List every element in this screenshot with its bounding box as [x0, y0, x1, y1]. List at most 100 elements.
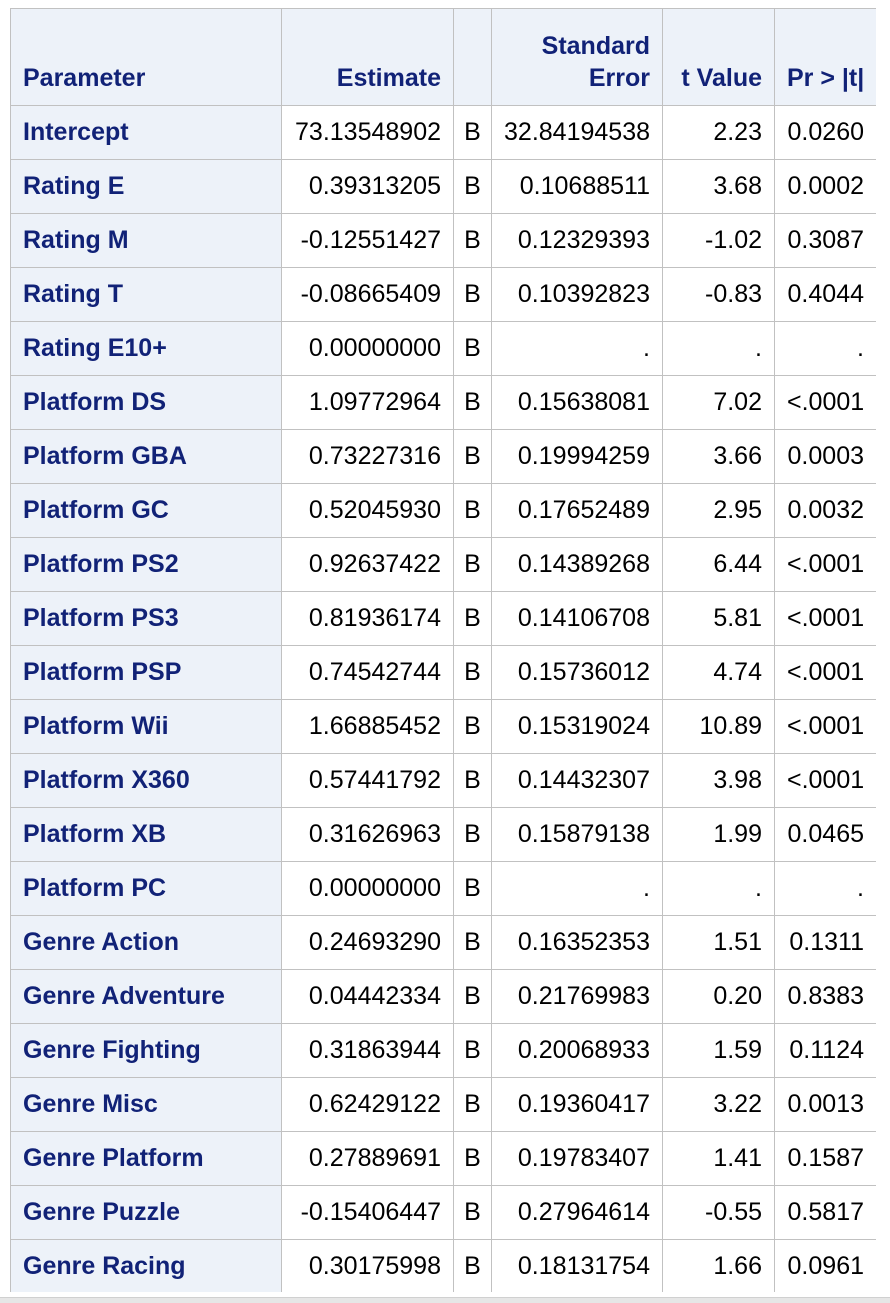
cell-parameter: Platform GBA: [10, 429, 282, 484]
cell-flag: B: [453, 1185, 492, 1240]
table-row: Platform XB 0.31626963 B 0.15879138 1.99 0.04…: [10, 807, 876, 862]
cell-pr-t: <.0001: [774, 753, 876, 808]
cell-flag: B: [453, 915, 492, 970]
cell-flag: B: [453, 807, 492, 862]
header-estimate: Estimate: [281, 8, 454, 106]
cell-standard-error: 0.10392823: [491, 267, 663, 322]
cell-t-value: 3.98: [662, 753, 775, 808]
table-row: Genre Platform 0.27889691 B 0.19783407 1.41 0…: [10, 1131, 876, 1186]
cell-parameter: Rating T: [10, 267, 282, 322]
cell-pr-t: <.0001: [774, 375, 876, 430]
cell-flag: B: [453, 969, 492, 1024]
cell-flag: B: [453, 753, 492, 808]
cell-pr-t: <.0001: [774, 645, 876, 700]
table-row: Rating M -0.12551427 B 0.12329393 -1.02 0.308…: [10, 213, 876, 268]
cell-flag: B: [453, 213, 492, 268]
cell-flag: B: [453, 267, 492, 322]
cell-standard-error: 0.19783407: [491, 1131, 663, 1186]
cell-t-value: 6.44: [662, 537, 775, 592]
cell-flag: B: [453, 645, 492, 700]
cell-flag: B: [453, 483, 492, 538]
cell-estimate: 73.13548902: [281, 105, 454, 160]
cell-flag: B: [453, 699, 492, 754]
cell-estimate: 0.04442334: [281, 969, 454, 1024]
header-flag: [453, 8, 492, 106]
cell-pr-t: 0.5817: [774, 1185, 876, 1240]
cell-parameter: Platform XB: [10, 807, 282, 862]
cell-pr-t: 0.1311: [774, 915, 876, 970]
table-row: Platform GBA 0.73227316 B 0.19994259 3.66 0.0…: [10, 429, 876, 484]
cell-estimate: 0.73227316: [281, 429, 454, 484]
cell-standard-error: 0.18131754: [491, 1239, 663, 1292]
cell-parameter: Platform DS: [10, 375, 282, 430]
horizontal-scrollbar[interactable]: [0, 1297, 890, 1303]
cell-pr-t: 0.0465: [774, 807, 876, 862]
cell-estimate: 0.62429122: [281, 1077, 454, 1132]
cell-t-value: 1.66: [662, 1239, 775, 1292]
cell-estimate: 0.92637422: [281, 537, 454, 592]
header-standard-error-line1: Standard: [541, 32, 650, 60]
cell-parameter: Platform PC: [10, 861, 282, 916]
cell-standard-error: 0.14389268: [491, 537, 663, 592]
cell-standard-error: 32.84194538: [491, 105, 663, 160]
cell-estimate: 0.74542744: [281, 645, 454, 700]
table-row: Rating T -0.08665409 B 0.10392823 -0.83 0.404…: [10, 267, 876, 322]
cell-pr-t: 0.0002: [774, 159, 876, 214]
cell-estimate: 0.00000000: [281, 321, 454, 376]
cell-parameter: Rating E: [10, 159, 282, 214]
parameter-estimates-table: Parameter Estimate Standard Error t Value…: [10, 8, 876, 1292]
cell-parameter: Platform PS2: [10, 537, 282, 592]
cell-pr-t: 0.1124: [774, 1023, 876, 1078]
cell-estimate: 0.57441792: [281, 753, 454, 808]
cell-estimate: 0.52045930: [281, 483, 454, 538]
cell-estimate: 0.31863944: [281, 1023, 454, 1078]
table-row: Genre Puzzle -0.15406447 B 0.27964614 -0.55 0…: [10, 1185, 876, 1240]
cell-pr-t: 0.0961: [774, 1239, 876, 1292]
cell-standard-error: .: [491, 861, 663, 916]
cell-t-value: -0.55: [662, 1185, 775, 1240]
cell-pr-t: 0.0260: [774, 105, 876, 160]
cell-parameter: Genre Fighting: [10, 1023, 282, 1078]
cell-flag: B: [453, 861, 492, 916]
cell-pr-t: 0.0003: [774, 429, 876, 484]
table-row: Platform DS 1.09772964 B 0.15638081 7.02 <.00…: [10, 375, 876, 430]
cell-standard-error: 0.16352353: [491, 915, 663, 970]
cell-parameter: Platform PS3: [10, 591, 282, 646]
cell-estimate: 1.66885452: [281, 699, 454, 754]
table-row: Platform PC 0.00000000 B...: [10, 861, 876, 916]
cell-flag: B: [453, 375, 492, 430]
cell-standard-error: 0.17652489: [491, 483, 663, 538]
cell-estimate: 1.09772964: [281, 375, 454, 430]
table-row: Platform Wii 1.66885452 B 0.15319024 10.89 <.…: [10, 699, 876, 754]
table-row: Genre Racing 0.30175998 B 0.18131754 1.66 0.0…: [10, 1239, 876, 1292]
cell-estimate: 0.27889691: [281, 1131, 454, 1186]
cell-t-value: 1.99: [662, 807, 775, 862]
cell-standard-error: 0.21769983: [491, 969, 663, 1024]
cell-parameter: Rating M: [10, 213, 282, 268]
cell-t-value: 1.51: [662, 915, 775, 970]
cell-pr-t: <.0001: [774, 699, 876, 754]
cell-pr-t: <.0001: [774, 537, 876, 592]
table-header: Parameter Estimate Standard Error t Value…: [10, 8, 876, 106]
cell-t-value: 3.22: [662, 1077, 775, 1132]
cell-pr-t: 0.4044: [774, 267, 876, 322]
cell-pr-t: 0.8383: [774, 969, 876, 1024]
cell-t-value: 2.95: [662, 483, 775, 538]
header-parameter: Parameter: [10, 8, 282, 106]
table-row: Intercept 73.13548902 B 32.84194538 2.23 0.02…: [10, 105, 876, 160]
cell-parameter: Genre Platform: [10, 1131, 282, 1186]
cell-parameter: Genre Misc: [10, 1077, 282, 1132]
cell-standard-error: 0.19360417: [491, 1077, 663, 1132]
header-standard-error-line2: Error: [588, 64, 650, 92]
parameter-estimates-table-container[interactable]: Parameter Estimate Standard Error t Value…: [10, 8, 876, 1292]
cell-flag: B: [453, 429, 492, 484]
cell-standard-error: 0.15319024: [491, 699, 663, 754]
cell-t-value: -0.83: [662, 267, 775, 322]
cell-pr-t: .: [774, 861, 876, 916]
cell-parameter: Genre Racing: [10, 1239, 282, 1292]
cell-pr-t: .: [774, 321, 876, 376]
cell-estimate: 0.81936174: [281, 591, 454, 646]
cell-t-value: 3.68: [662, 159, 775, 214]
cell-parameter: Platform GC: [10, 483, 282, 538]
cell-flag: B: [453, 1239, 492, 1292]
